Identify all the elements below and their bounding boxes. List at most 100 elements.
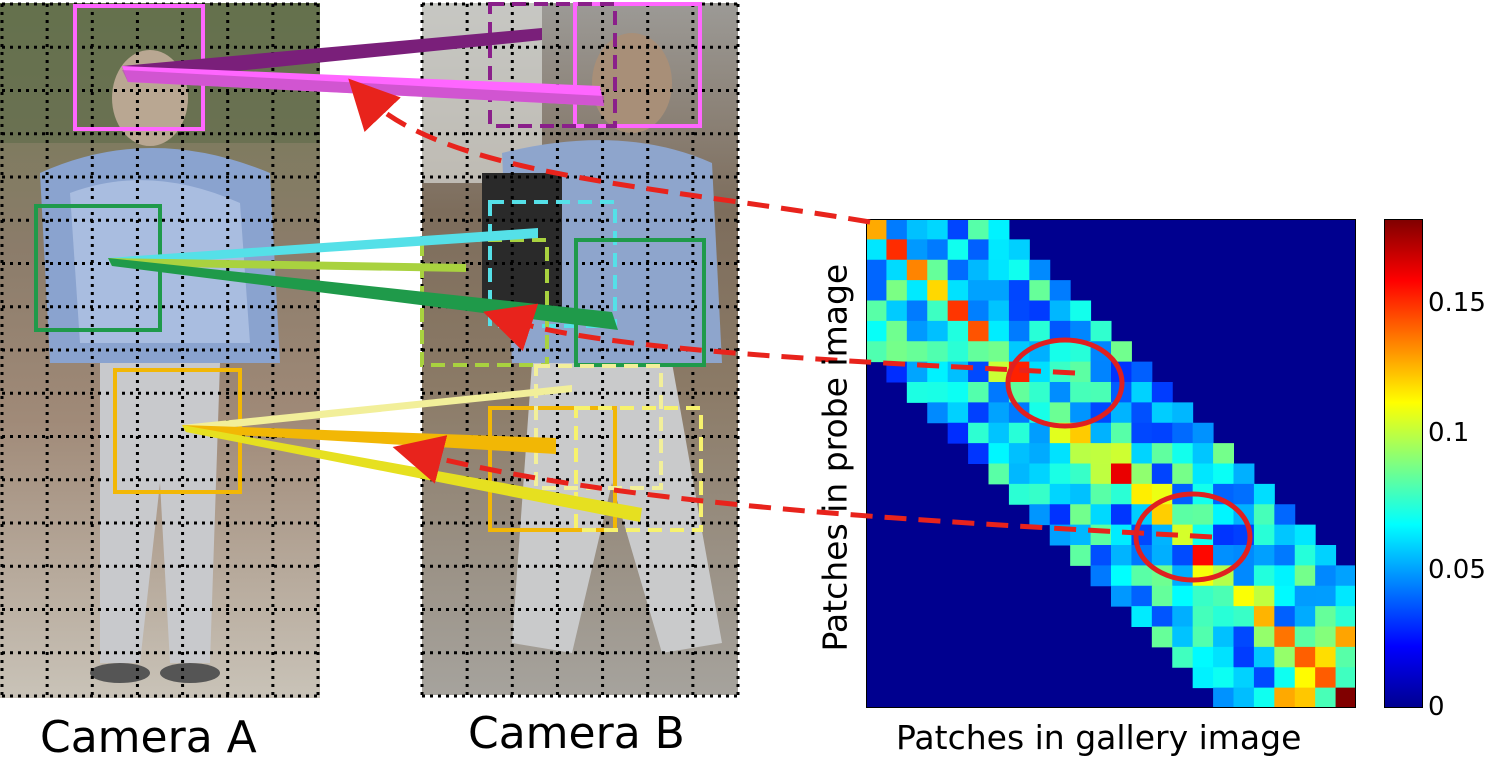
heatmap-cell (1151, 443, 1173, 464)
heatmap-cell (1274, 585, 1296, 607)
heatmap-cell (1274, 626, 1296, 648)
heatmap-cell (968, 239, 989, 261)
heatmap-cell (1294, 565, 1316, 587)
heatmap-frame (866, 219, 1356, 708)
heatmap-cell (886, 219, 908, 240)
heatmap-cell (968, 382, 989, 403)
heatmap-cell (988, 382, 1010, 403)
heatmap-cell (1315, 585, 1337, 607)
colorbar-tick-label: 0.1 (1428, 418, 1470, 448)
heatmap-cell (1294, 667, 1316, 689)
camera-a-patch-grid (0, 2, 320, 698)
heatmap-cell (1111, 504, 1132, 526)
heatmap-cell (1008, 402, 1030, 424)
heatmap-cell (1008, 280, 1030, 301)
camera-b-torso-box-cyan (488, 200, 617, 328)
heatmap-cell (947, 280, 969, 301)
heatmap-cell (1070, 341, 1092, 363)
heatmap-cell (1213, 626, 1234, 648)
heatmap-cell (1111, 483, 1132, 505)
heatmap-cell (1111, 585, 1132, 607)
heatmap-cell (1090, 545, 1112, 566)
heatmap-cell (1213, 443, 1234, 464)
heatmap-cell (947, 422, 969, 444)
heatmap-cell (1172, 606, 1194, 627)
heatmap-cell (1315, 646, 1337, 668)
heatmap-cell (1131, 463, 1153, 485)
heatmap-cell (906, 280, 928, 301)
heatmap-cell (1233, 646, 1255, 668)
heatmap-cell (988, 320, 1010, 342)
heatmap-cell (1151, 402, 1173, 424)
heatmap-cell (988, 259, 1010, 281)
heatmap-cell (886, 341, 908, 363)
heatmap-cell (1049, 320, 1071, 342)
heatmap-cell (1213, 504, 1234, 526)
heatmap-cell (1029, 320, 1051, 342)
heatmap-cell (947, 300, 969, 322)
heatmap-cell (988, 219, 1010, 240)
heatmap-cell (1090, 443, 1112, 464)
camera-b-torso-box-green (574, 238, 706, 367)
heatmap-cell (1070, 463, 1092, 485)
heatmap-cell (1008, 239, 1030, 261)
heatmap-cell (1049, 402, 1071, 424)
heatmap-cell (1070, 300, 1092, 322)
heatmap-cell (1090, 483, 1112, 505)
heatmap-cell (927, 219, 949, 240)
heatmap-cell (968, 422, 989, 444)
heatmap-cell (1111, 545, 1132, 566)
heatmap-cell (886, 361, 908, 383)
heatmap-cell (1294, 606, 1316, 627)
heatmap-cell (1029, 463, 1051, 485)
camera-b-torso-box-lime (420, 238, 549, 367)
heatmap-cell (1151, 606, 1173, 627)
heatmap-cell (927, 382, 949, 403)
heatmap-cell (1233, 687, 1255, 708)
heatmap-cell (1213, 463, 1234, 485)
camera-b-leg-box-pale (534, 364, 663, 490)
heatmap-cell (906, 382, 928, 403)
heatmap-cell (947, 341, 969, 363)
heatmap-cell (1253, 646, 1275, 668)
camera-a-caption: Camera A (40, 712, 257, 763)
heatmap-cell (1253, 606, 1275, 627)
heatmap-cell (1070, 422, 1092, 444)
heatmap-cell (1172, 585, 1194, 607)
heatmap-cell (886, 300, 908, 322)
heatmap-cell (866, 239, 887, 261)
heatmap-cell (1315, 667, 1337, 689)
heatmap-cell (1172, 646, 1194, 668)
heatmap-cell (1151, 504, 1173, 526)
heatmap-cell (1008, 483, 1030, 505)
heatmap-cell (988, 341, 1010, 363)
heatmap-cell (1192, 585, 1214, 607)
heatmap-cell (906, 239, 928, 261)
heatmap-cell (927, 300, 949, 322)
heatmap-cell (1192, 422, 1214, 444)
heatmap-cell (1274, 524, 1296, 546)
heatmap-cell (1131, 402, 1153, 424)
heatmap-cell (1335, 646, 1356, 668)
heatmap-cell (1070, 320, 1092, 342)
heatmap-cell (968, 219, 989, 240)
heatmap-cell (1335, 626, 1356, 648)
heatmap-cell (1008, 463, 1030, 485)
heatmap-cell (1213, 667, 1234, 689)
heatmap-cell (947, 402, 969, 424)
torso-connector-lime (108, 258, 466, 272)
heatmap-cell (1049, 463, 1071, 485)
heatmap-cell (1131, 483, 1153, 505)
heatmap-cell (1294, 646, 1316, 668)
camera-b-head-box-dashed (488, 2, 617, 128)
heatmap-cell (927, 259, 949, 281)
heatmap-cell (1070, 504, 1092, 526)
heatmap-cell (1192, 667, 1214, 689)
heatmap-cell (1131, 606, 1153, 627)
heatmap-cell (1335, 687, 1356, 708)
heatmap-cell (1253, 524, 1275, 546)
head-arrow (348, 78, 871, 225)
heatmap-cell (1172, 443, 1194, 464)
heatmap-cell (886, 259, 908, 281)
heatmap-cell (968, 320, 989, 342)
